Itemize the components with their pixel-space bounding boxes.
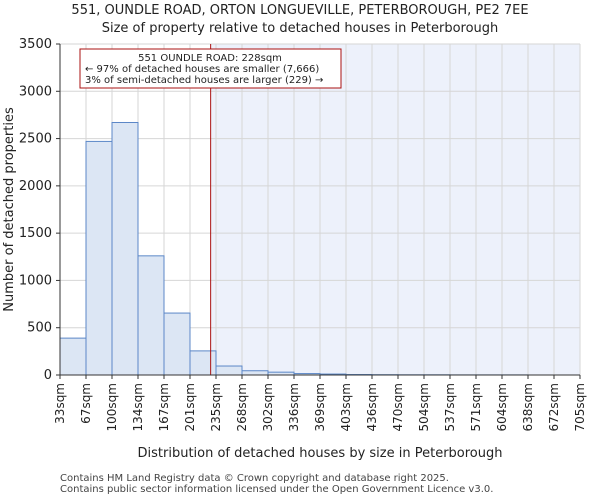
x-tick-label: 537sqm	[443, 383, 457, 431]
histogram-bar	[111, 121, 139, 376]
y-axis-label: Number of detached properties	[2, 107, 17, 312]
x-tick-label: 604sqm	[495, 383, 509, 431]
x-tick-label: 571sqm	[469, 383, 483, 431]
x-tick-label: 302sqm	[261, 383, 275, 431]
x-tick-label: 336sqm	[287, 383, 301, 431]
x-tick-label: 638sqm	[521, 383, 535, 431]
x-tick-label: 268sqm	[235, 383, 249, 431]
histogram-bar	[215, 365, 243, 376]
annotation-line-1: 551 OUNDLE ROAD: 228sqm	[138, 53, 282, 64]
x-tick-label: 235sqm	[209, 383, 223, 431]
x-tick-label: 201sqm	[183, 383, 197, 431]
chart-subtitle: Size of property relative to detached ho…	[101, 21, 499, 36]
annotation-border	[79, 48, 342, 89]
x-tick-label: 403sqm	[339, 383, 353, 431]
annotation-line-2: ← 97% of detached houses are smaller (7,…	[85, 64, 319, 75]
x-tick-label: 167sqm	[157, 383, 171, 431]
y-tick-label: 1000	[19, 273, 52, 288]
x-axis-label: Distribution of detached houses by size …	[138, 446, 503, 461]
histogram-bar	[189, 350, 217, 376]
histogram-bar	[163, 312, 191, 376]
y-tick-label: 3500	[19, 37, 52, 52]
x-tick-label: 67sqm	[79, 383, 93, 424]
x-tick-label: 470sqm	[391, 383, 405, 431]
axes: 0 500 1000 1500 2000 2500 3000 3500 33sqm 67sqm 10…	[19, 37, 587, 431]
x-tick-label: 369sqm	[313, 383, 327, 431]
y-tick-label: 2000	[19, 179, 52, 194]
x-tick-label: 134sqm	[131, 383, 145, 431]
y-tick-label: 1500	[19, 226, 52, 241]
histogram-bar	[59, 337, 87, 376]
larger-properties-region	[210, 44, 580, 375]
y-tick-label: 0	[44, 368, 52, 383]
bars	[59, 121, 529, 376]
footer-licence: Contains public sector information licen…	[60, 484, 494, 495]
x-tick-label: 33sqm	[53, 383, 67, 424]
x-tick-label: 436sqm	[365, 383, 379, 431]
histogram-bar	[241, 370, 269, 376]
y-tick-label: 2500	[19, 132, 52, 147]
x-tick-label: 504sqm	[417, 383, 431, 431]
x-tick-label: 705sqm	[573, 383, 587, 431]
chart-title: 551, OUNDLE ROAD, ORTON LONGUEVILLE, PET…	[71, 3, 529, 18]
histogram-bar	[85, 140, 113, 376]
y-tick-label: 500	[27, 321, 52, 336]
x-tick-label: 100sqm	[105, 383, 119, 431]
footer-copyright: Contains HM Land Registry data © Crown c…	[60, 473, 449, 484]
y-tick-label: 3000	[19, 84, 52, 99]
annotation-box: 551 OUNDLE ROAD: 228sqm ← 97% of detache…	[79, 48, 342, 89]
histogram-bar	[137, 255, 165, 376]
x-tick-label: 672sqm	[547, 383, 561, 431]
annotation-line-3: 3% of semi-detached houses are larger (2…	[85, 75, 323, 86]
